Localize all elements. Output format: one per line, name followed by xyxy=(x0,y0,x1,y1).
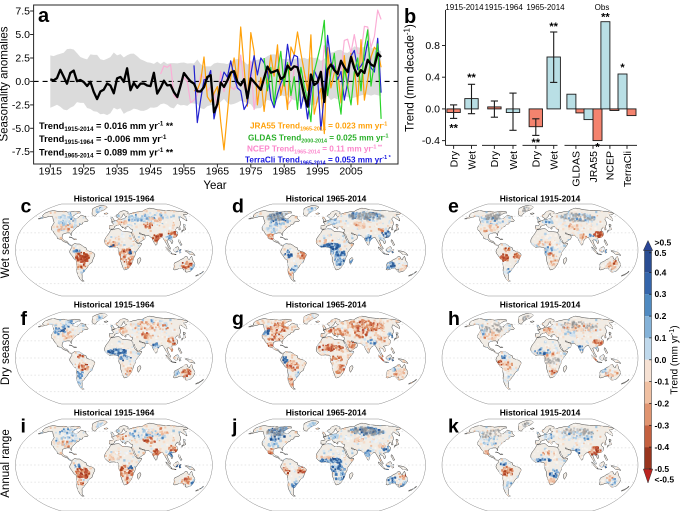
svg-text:k: k xyxy=(448,416,459,438)
svg-text:a: a xyxy=(38,5,50,27)
svg-text:Wet: Wet xyxy=(508,151,520,170)
svg-text:Historical 1915-1964: Historical 1915-1964 xyxy=(74,194,155,204)
svg-text:f: f xyxy=(21,308,28,330)
svg-text:0.3: 0.3 xyxy=(655,289,667,299)
svg-text:>0.5: >0.5 xyxy=(655,237,672,247)
svg-text:-0.5: -0.5 xyxy=(655,464,670,474)
svg-text:Historical 1915-2014: Historical 1915-2014 xyxy=(500,300,581,310)
svg-text:Historical 1965-2014: Historical 1965-2014 xyxy=(286,408,367,418)
svg-text:JRA55: JRA55 xyxy=(588,151,600,183)
svg-text:0.1: 0.1 xyxy=(655,333,667,343)
svg-text:h: h xyxy=(448,308,460,330)
svg-text:Historical 1915-1964: Historical 1915-1964 xyxy=(74,300,155,310)
svg-text:-2.5: -2.5 xyxy=(12,99,30,111)
svg-text:0.0: 0.0 xyxy=(425,103,440,115)
svg-text:Dry: Dry xyxy=(531,150,543,167)
svg-text:Wet: Wet xyxy=(466,151,478,170)
svg-text:Historical 1915-1964: Historical 1915-1964 xyxy=(74,408,155,418)
svg-text:Trend1965-2014 = 0.089 mm yr-1: Trend1965-2014 = 0.089 mm yr-1 ** xyxy=(39,147,173,159)
svg-text:Seasonality anomalies: Seasonality anomalies xyxy=(0,26,11,141)
svg-text:0.4: 0.4 xyxy=(655,267,667,277)
svg-text:Trend (mm decade-1): Trend (mm decade-1) xyxy=(403,24,417,132)
svg-text:JRA55 Trend1965-2014 = 0.023 m: JRA55 Trend1965-2014 = 0.023 mm yr-1 xyxy=(250,121,387,132)
svg-text:Year: Year xyxy=(203,180,226,192)
svg-text:*: * xyxy=(595,142,600,154)
svg-text:0.0: 0.0 xyxy=(655,355,667,365)
svg-text:1965: 1965 xyxy=(206,166,230,178)
svg-text:Trend1915-1964 = -0.006 mm yr-: Trend1915-1964 = -0.006 mm yr-1 xyxy=(39,134,167,146)
svg-text:Trend (mm yr-1): Trend (mm yr-1) xyxy=(669,325,681,394)
svg-text:0.0: 0.0 xyxy=(15,76,30,88)
svg-text:Obs: Obs xyxy=(595,3,610,12)
svg-text:1915-1964: 1915-1964 xyxy=(485,3,524,12)
svg-text:NCEP: NCEP xyxy=(605,151,617,180)
svg-text:7.5: 7.5 xyxy=(15,6,30,18)
svg-text:Dry: Dry xyxy=(489,150,501,167)
svg-text:0.5: 0.5 xyxy=(655,248,667,258)
svg-text:1995: 1995 xyxy=(306,166,330,178)
svg-text:Trend1915-2014 = 0.016 mm yr-1: Trend1915-2014 = 0.016 mm yr-1 ** xyxy=(39,121,173,133)
svg-text:e: e xyxy=(448,196,459,218)
svg-text:**: ** xyxy=(449,123,458,135)
svg-text:1985: 1985 xyxy=(273,166,297,178)
svg-text:0.2: 0.2 xyxy=(655,311,667,321)
svg-text:-7.5: -7.5 xyxy=(12,146,30,158)
svg-text:0.4: 0.4 xyxy=(425,72,440,84)
svg-text:GLDAS: GLDAS xyxy=(571,151,583,187)
svg-text:-0.4: -0.4 xyxy=(422,135,440,147)
svg-text:i: i xyxy=(21,416,26,438)
svg-text:-5.0: -5.0 xyxy=(12,123,30,135)
svg-text:**: ** xyxy=(549,21,558,33)
svg-text:Historical 1965-2014: Historical 1965-2014 xyxy=(286,300,367,310)
svg-text:**: ** xyxy=(467,72,476,84)
svg-text:Historical 1915-2014: Historical 1915-2014 xyxy=(500,408,581,418)
svg-text:5.0: 5.0 xyxy=(15,29,30,41)
svg-text:2005: 2005 xyxy=(339,166,363,178)
svg-text:1925: 1925 xyxy=(72,166,96,178)
svg-text:**: ** xyxy=(601,12,610,24)
svg-text:Historical 1965-2014: Historical 1965-2014 xyxy=(286,194,367,204)
svg-text:**: ** xyxy=(532,137,541,149)
svg-text:1955: 1955 xyxy=(172,166,196,178)
svg-text:Dry season: Dry season xyxy=(0,327,12,385)
svg-text:0.8: 0.8 xyxy=(425,40,440,52)
svg-text:*: * xyxy=(620,62,625,74)
svg-text:1935: 1935 xyxy=(105,166,129,178)
svg-text:NCEP Trend1965-2014 = 0.11 mm: NCEP Trend1965-2014 = 0.11 mm yr-1 ** xyxy=(247,144,383,155)
svg-text:-0.2: -0.2 xyxy=(655,398,670,408)
svg-text:c: c xyxy=(21,196,32,218)
svg-text:GLDAS Trend2000-2014 = 0.025 m: GLDAS Trend2000-2014 = 0.025 mm yr-1 xyxy=(248,133,388,144)
svg-text:-0.3: -0.3 xyxy=(655,420,670,430)
svg-text:Historical 1915-2014: Historical 1915-2014 xyxy=(500,194,581,204)
svg-text:1975: 1975 xyxy=(239,166,263,178)
svg-text:<-0.5: <-0.5 xyxy=(655,475,675,485)
svg-text:Annual range: Annual range xyxy=(0,429,12,497)
svg-text:1945: 1945 xyxy=(139,166,163,178)
svg-text:d: d xyxy=(232,196,244,218)
svg-text:TerraCli Trend1965-2014 = 0.05: TerraCli Trend1965-2014 = 0.053 mm yr-1 … xyxy=(245,155,392,166)
svg-text:-0.1: -0.1 xyxy=(655,377,670,387)
svg-text:TerraCli: TerraCli xyxy=(622,151,634,187)
svg-text:Wet: Wet xyxy=(549,151,561,170)
svg-text:Wet season: Wet season xyxy=(0,218,12,279)
svg-text:b: b xyxy=(404,6,416,28)
svg-text:g: g xyxy=(232,308,244,330)
svg-text:1915-2014: 1915-2014 xyxy=(445,3,484,12)
svg-text:Dry: Dry xyxy=(448,150,460,167)
svg-text:2.5: 2.5 xyxy=(15,53,30,65)
svg-text:j: j xyxy=(231,416,237,438)
svg-text:-0.4: -0.4 xyxy=(655,442,670,452)
svg-text:1965-2014: 1965-2014 xyxy=(526,3,565,12)
svg-text:1915: 1915 xyxy=(39,166,63,178)
